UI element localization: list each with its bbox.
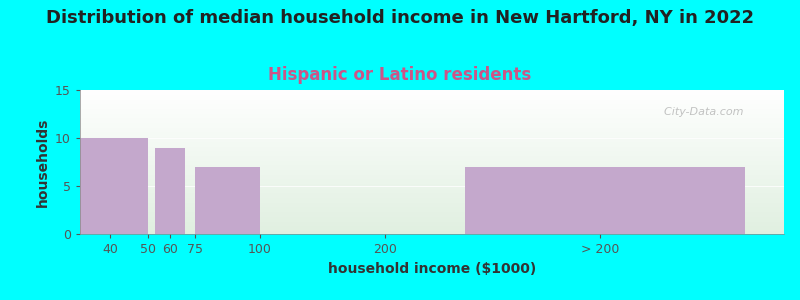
X-axis label: household income ($1000): household income ($1000) [328, 262, 536, 276]
Bar [155, 148, 185, 234]
Text: Distribution of median household income in New Hartford, NY in 2022: Distribution of median household income … [46, 9, 754, 27]
Text: Hispanic or Latino residents: Hispanic or Latino residents [268, 66, 532, 84]
Bar [195, 167, 260, 234]
Bar [80, 138, 148, 234]
Text: City-Data.com: City-Data.com [658, 107, 744, 117]
Bar [465, 167, 745, 234]
Y-axis label: households: households [35, 117, 50, 207]
